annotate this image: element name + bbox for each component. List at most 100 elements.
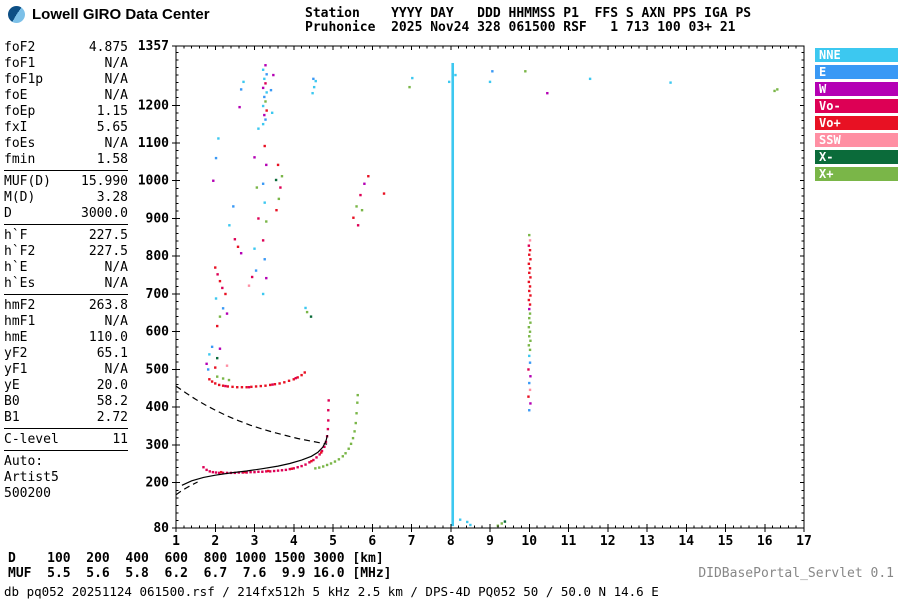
parameter-value: 58.2 — [96, 394, 128, 409]
parameter-value: N/A — [104, 56, 128, 71]
parameter-row-foep: foEp 1.15 — [4, 104, 128, 120]
parameter-row-foes: foEs N/A — [4, 136, 128, 152]
parameter-value: 3.28 — [96, 190, 128, 205]
parameter-label: fxI — [4, 120, 28, 135]
svg-text:7: 7 — [408, 534, 416, 549]
legend-item-ssw: SSW — [815, 133, 898, 147]
parameter-row-md: M(D) 3.28 — [4, 190, 128, 206]
parameter-row-foe: foE N/A — [4, 88, 128, 104]
parameter-group: h`F 227.5 h`F2 227.5 h`E N/A h`Es N/A — [4, 228, 128, 295]
parameter-value: N/A — [104, 260, 128, 275]
parameter-row-mufd: MUF(D) 15.990 — [4, 174, 128, 190]
svg-text:1100: 1100 — [138, 136, 169, 151]
parameter-value: N/A — [104, 276, 128, 291]
parameter-row-he: h`E N/A — [4, 260, 128, 276]
parameter-value: 227.5 — [88, 228, 128, 243]
parameter-label: foEp — [4, 104, 36, 119]
parameter-row-hmf1: hmF1 N/A — [4, 314, 128, 330]
svg-text:700: 700 — [146, 287, 170, 302]
giro-logo-text: Lowell GIRO Data Center — [32, 6, 210, 23]
parameter-label: B1 — [4, 410, 20, 425]
svg-text:16: 16 — [757, 534, 773, 549]
parameter-row-fmin: fmin 1.58 — [4, 152, 128, 168]
servlet-version-label: DIDBasePortal_Servlet 0.1 — [698, 566, 894, 581]
station-header-line1: Station YYYY DAY DDD HHMMSS P1 FFS S AXN… — [305, 6, 752, 21]
parameter-value: 263.8 — [88, 298, 128, 313]
parameter-value: N/A — [104, 72, 128, 87]
legend-item-w: W — [815, 82, 898, 96]
station-header-line2: Pruhonice 2025 Nov24 328 061500 RSF 1 71… — [305, 20, 736, 35]
parameter-row-ye: yE 20.0 — [4, 378, 128, 394]
parameter-label: M(D) — [4, 190, 36, 205]
parameter-value: 110.0 — [88, 330, 128, 345]
parameter-label: D — [4, 206, 12, 221]
legend: NNE E W Vo- Vo+ SSW X- X+ — [815, 48, 898, 184]
parameter-label: h`F2 — [4, 244, 36, 259]
parameter-label: h`Es — [4, 276, 36, 291]
giro-logo: Lowell GIRO Data Center — [8, 6, 210, 23]
parameter-row-fof1: foF1 N/A — [4, 56, 128, 72]
parameter-value: 4.875 — [88, 40, 128, 55]
svg-text:15: 15 — [718, 534, 734, 549]
echo-scatter — [202, 64, 779, 527]
svg-text:5: 5 — [329, 534, 337, 549]
dashed-curve-lower — [175, 481, 198, 496]
parameter-value: 5.65 — [96, 120, 128, 135]
parameter-value: 227.5 — [88, 244, 128, 259]
parameter-label: MUF(D) — [4, 174, 51, 189]
parameter-row-hes: h`Es N/A — [4, 276, 128, 292]
svg-text:1200: 1200 — [138, 98, 169, 113]
svg-text:1: 1 — [172, 534, 180, 549]
parameter-label: C-level — [4, 432, 59, 447]
svg-text:80: 80 — [153, 521, 169, 536]
svg-text:600: 600 — [146, 325, 170, 340]
giro-logo-icon — [8, 6, 25, 23]
svg-text:13: 13 — [639, 534, 655, 549]
parameter-row-hme: hmE 110.0 — [4, 330, 128, 346]
svg-text:4: 4 — [290, 534, 298, 549]
status-line: db pq052 20251124 061500.rsf / 214fx512h… — [4, 584, 659, 599]
parameter-label: foEs — [4, 136, 36, 151]
parameter-label: hmF2 — [4, 298, 36, 313]
parameter-label: foE — [4, 88, 28, 103]
auto-version: 500200 — [4, 486, 51, 501]
parameter-label: fmin — [4, 152, 36, 167]
distance-row: D 100 200 400 600 800 1000 1500 3000 [km… — [8, 551, 384, 566]
svg-text:1000: 1000 — [138, 174, 169, 189]
parameter-group: hmF2 263.8 hmF1 N/A hmE 110.0 yF2 65.1 yF1 N/A yE 2… — [4, 298, 128, 429]
legend-item-x: X- — [815, 150, 898, 164]
svg-text:12: 12 — [600, 534, 616, 549]
svg-text:300: 300 — [146, 438, 170, 453]
svg-text:14: 14 — [678, 534, 694, 549]
svg-text:200: 200 — [146, 476, 170, 491]
legend-item-vo: Vo+ — [815, 116, 898, 130]
svg-text:400: 400 — [146, 400, 170, 415]
parameter-group: C-level 11 — [4, 432, 128, 451]
auto-software: Artist5 — [4, 470, 59, 485]
parameter-row-fof1p: foF1p N/A — [4, 72, 128, 88]
parameter-row-clevel: C-level 11 — [4, 432, 128, 448]
svg-text:17: 17 — [796, 534, 812, 549]
parameter-value: N/A — [104, 362, 128, 377]
parameter-row-b0: B0 58.2 — [4, 394, 128, 410]
parameter-row-fxi: fxI 5.65 — [4, 120, 128, 136]
ionogram-plot: 1 2 3 4 5 6 7 8 9 10 11 12 13 14 15 16 17 80 200 300 400 500 6… — [128, 36, 828, 558]
legend-item-e: E — [815, 65, 898, 79]
parameter-panel: foF2 4.875 foF1 N/A foF1p N/A foE N/A foEp 1.15 fx… — [4, 40, 128, 502]
svg-text:11: 11 — [561, 534, 577, 549]
legend-item-x: X+ — [815, 167, 898, 181]
svg-text:2: 2 — [211, 534, 219, 549]
parameter-value: 11 — [112, 432, 128, 447]
parameter-value: N/A — [104, 136, 128, 151]
svg-text:8: 8 — [447, 534, 455, 549]
svg-text:500: 500 — [146, 362, 170, 377]
muf-row: MUF 5.5 5.6 5.8 6.2 6.7 7.6 9.9 16.0 [MH… — [8, 566, 392, 581]
legend-item-vo: Vo- — [815, 99, 898, 113]
svg-text:3: 3 — [251, 534, 259, 549]
auto-label: Auto: — [4, 454, 44, 469]
axes: 1 2 3 4 5 6 7 8 9 10 11 12 13 14 15 16 17802003004005006… — [138, 39, 812, 549]
autoscaling-info: Auto: Artist5 500200 — [4, 454, 128, 502]
parameter-label: h`E — [4, 260, 28, 275]
svg-text:10: 10 — [521, 534, 537, 549]
